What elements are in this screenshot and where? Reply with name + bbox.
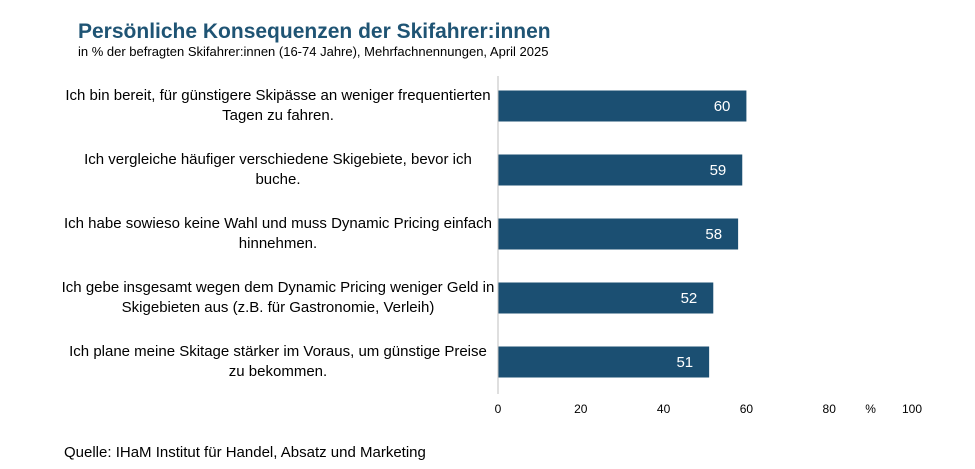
value-label: 60 — [714, 98, 731, 115]
chart-subtitle: in % der befragten Skifahrer:innen (16-7… — [78, 44, 549, 59]
value-label: 58 — [705, 226, 722, 243]
value-label: 52 — [681, 290, 698, 307]
category-label: Ich vergleiche häufiger verschiedene Ski… — [84, 151, 472, 188]
value-label: 59 — [710, 162, 727, 179]
x-tick-label: 40 — [657, 402, 671, 416]
x-tick-label: 100 — [902, 402, 922, 416]
bar — [498, 90, 747, 122]
x-tick-label: 20 — [574, 402, 588, 416]
category-label: Ich gebe insgesamt wegen dem Dynamic Pri… — [61, 279, 495, 316]
bar — [498, 218, 739, 250]
category-label: Ich plane meine Skitage stärker im Vorau… — [69, 343, 487, 380]
source-note: Quelle: IHaM Institut für Handel, Absatz… — [64, 444, 426, 461]
bar — [498, 154, 743, 186]
bar — [498, 346, 710, 378]
x-tick-label: 80 — [823, 402, 837, 416]
category-label: Ich bin bereit, für günstigere Skipässe … — [65, 87, 491, 124]
category-label: Ich habe sowieso keine Wahl und muss Dyn… — [64, 215, 492, 252]
chart-title: Persönliche Konsequenzen der Skifahrer:i… — [78, 20, 551, 43]
value-label: 51 — [676, 354, 693, 371]
x-tick-label: 60 — [740, 402, 754, 416]
x-axis-label: % — [865, 402, 876, 416]
bar — [498, 282, 714, 314]
x-tick-label: 0 — [495, 402, 502, 416]
